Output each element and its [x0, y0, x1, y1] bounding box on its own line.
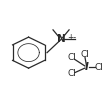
- Text: N: N: [57, 34, 65, 44]
- Text: Cl: Cl: [68, 53, 77, 62]
- Text: Cl: Cl: [68, 69, 77, 78]
- Text: Cl: Cl: [94, 63, 103, 72]
- Text: I: I: [85, 62, 89, 72]
- Text: +-: +-: [67, 33, 76, 42]
- Text: Cl: Cl: [80, 50, 89, 60]
